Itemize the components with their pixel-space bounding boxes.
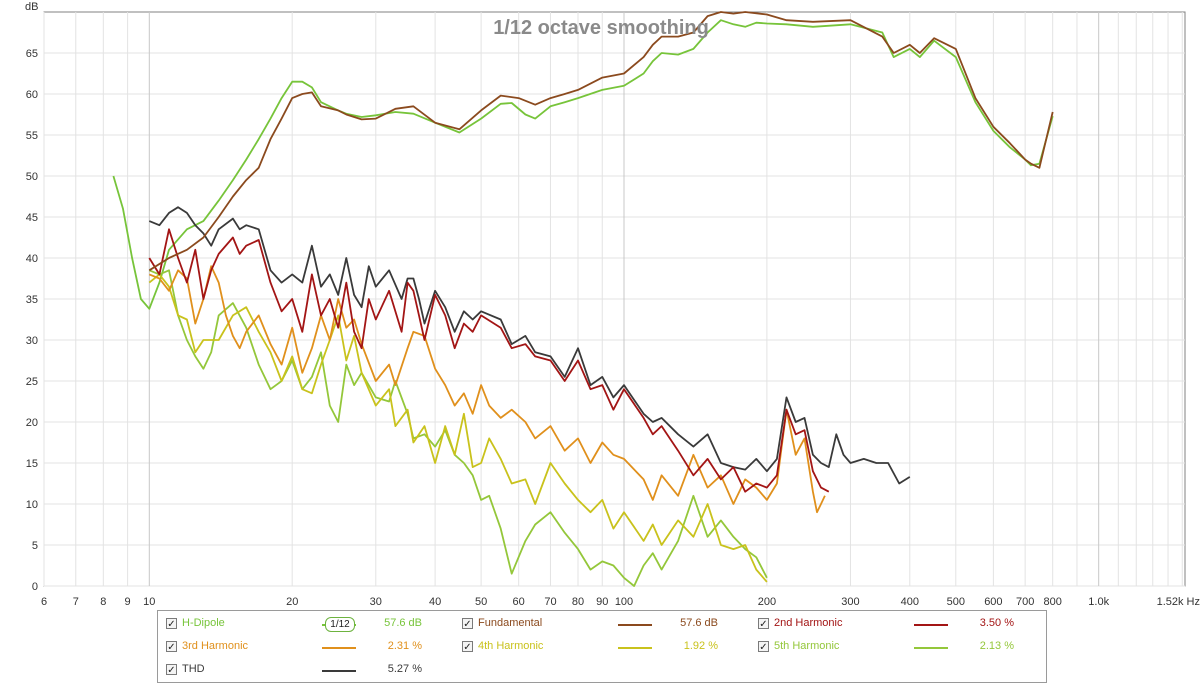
y-tick-label: 20 xyxy=(26,417,38,429)
x-tick-label: 40 xyxy=(429,596,441,608)
x-tick-label: 70 xyxy=(544,596,556,608)
series-lines xyxy=(112,11,1054,587)
chart-title: 1/12 octave smoothing xyxy=(493,17,709,39)
y-axis-label: dB xyxy=(25,1,38,13)
legend-entry-thd: ✓ THD 5.27 % xyxy=(158,661,454,681)
grid-lines xyxy=(43,12,1185,587)
y-tick-label: 0 xyxy=(32,581,38,593)
legend-row: ✓ THD 5.27 % xyxy=(158,661,1046,681)
legend-panel: ✓ H-Dipole 1/12 57.6 dB ✓ Fundamental 57.6 dB ✓… xyxy=(157,610,1047,683)
legend-name: 5th Harmonic xyxy=(774,640,840,652)
y-tick-label: 5 xyxy=(32,540,38,552)
legend-entry-2nd-harmonic: ✓ 2nd Harmonic 3.50 % xyxy=(750,615,1046,635)
legend-value: 2.31 % xyxy=(387,640,422,652)
x-tick-label: 50 xyxy=(475,596,487,608)
y-tick-label: 50 xyxy=(26,171,38,183)
legend-row: ✓ 3rd Harmonic 2.31 % ✓ 4th Harmonic 1.92 % ✓ 5… xyxy=(158,638,1046,658)
x-tick-label: 300 xyxy=(841,596,859,608)
legend-entry-4th-harmonic: ✓ 4th Harmonic 1.92 % xyxy=(454,638,750,658)
legend-checkbox-5th-harmonic[interactable]: ✓ xyxy=(758,641,769,653)
legend-checkbox-h-dipole[interactable]: ✓ xyxy=(166,618,177,630)
y-tick-label: 30 xyxy=(26,335,38,347)
x-tick-label: 20 xyxy=(286,596,298,608)
legend-checkbox-fundamental[interactable]: ✓ xyxy=(462,618,473,630)
series-line-4th-harmonic xyxy=(148,273,768,583)
legend-swatch xyxy=(322,670,356,672)
legend-entry-3rd-harmonic: ✓ 3rd Harmonic 2.31 % xyxy=(158,638,454,658)
x-tick-label: 600 xyxy=(984,596,1002,608)
x-tick-label: 60 xyxy=(513,596,525,608)
legend-entry-fundamental: ✓ Fundamental 57.6 dB xyxy=(454,615,750,635)
y-tick-label: 55 xyxy=(26,130,38,142)
frequency-response-chart: 0 5 10 15 20 25 30 35 40 45 50 55 60 65 6 7 8 9 10 20 30 40 50… xyxy=(25,1,1200,608)
legend-name: 2nd Harmonic xyxy=(774,617,843,629)
legend-name: THD xyxy=(182,663,205,675)
legend-swatch xyxy=(914,647,948,649)
series-line-thd xyxy=(148,206,911,485)
legend-checkbox-thd[interactable]: ✓ xyxy=(166,664,177,676)
x-tick-label: 8 xyxy=(100,596,106,608)
y-tick-label: 25 xyxy=(26,376,38,388)
x-tick-label: 1.52k Hz xyxy=(1157,596,1200,608)
legend-value: 1.92 % xyxy=(683,640,718,652)
legend-checkbox-2nd-harmonic[interactable]: ✓ xyxy=(758,618,769,630)
legend-row: ✓ H-Dipole 1/12 57.6 dB ✓ Fundamental 57.6 dB ✓… xyxy=(158,615,1046,635)
smoothing-badge[interactable]: 1/12 xyxy=(325,617,355,632)
legend-name: 3rd Harmonic xyxy=(182,640,249,652)
x-tick-label: 30 xyxy=(370,596,382,608)
legend-entry-5th-harmonic: ✓ 5th Harmonic 2.13 % xyxy=(750,638,1046,658)
legend-value: 3.50 % xyxy=(979,617,1014,629)
tick-labels: 0 5 10 15 20 25 30 35 40 45 50 55 60 65 6 7 8 9 10 20 30 40 50… xyxy=(26,48,1200,608)
series-line-2nd-harmonic xyxy=(148,228,830,493)
x-tick-label: 80 xyxy=(572,596,584,608)
y-tick-label: 35 xyxy=(26,294,38,306)
legend-checkbox-4th-harmonic[interactable]: ✓ xyxy=(462,641,473,653)
x-tick-label: 800 xyxy=(1043,596,1061,608)
legend-name: H-Dipole xyxy=(182,617,225,629)
legend-name: 4th Harmonic xyxy=(478,640,544,652)
x-tick-label: 200 xyxy=(758,596,776,608)
legend-swatch xyxy=(618,624,652,626)
legend-value: 5.27 % xyxy=(387,663,422,675)
legend-value: 57.6 dB xyxy=(680,617,718,629)
y-tick-label: 45 xyxy=(26,212,38,224)
x-tick-label: 500 xyxy=(947,596,965,608)
x-tick-label: 7 xyxy=(73,596,79,608)
y-tick-label: 10 xyxy=(26,499,38,511)
legend-value: 2.13 % xyxy=(979,640,1014,652)
y-tick-label: 60 xyxy=(26,89,38,101)
x-tick-label: 90 xyxy=(596,596,608,608)
legend-value: 57.6 dB xyxy=(384,617,422,629)
y-tick-label: 40 xyxy=(26,253,38,265)
legend-swatch xyxy=(914,624,948,626)
y-tick-label: 15 xyxy=(26,458,38,470)
series-line-3rd-harmonic xyxy=(148,265,826,514)
x-tick-label: 700 xyxy=(1016,596,1034,608)
series-line-h-dipole xyxy=(112,19,1054,310)
legend-swatch xyxy=(322,647,356,649)
x-tick-label: 6 xyxy=(41,596,47,608)
legend-checkbox-3rd-harmonic[interactable]: ✓ xyxy=(166,641,177,653)
x-tick-label: 9 xyxy=(125,596,131,608)
series-line-fundamental xyxy=(148,11,1054,272)
series-line-5th-harmonic xyxy=(148,269,768,587)
x-tick-label: 400 xyxy=(901,596,919,608)
x-tick-label: 10 xyxy=(143,596,155,608)
x-tick-label: 1.0k xyxy=(1088,596,1109,608)
legend-swatch xyxy=(618,647,652,649)
legend-name: Fundamental xyxy=(478,617,543,629)
y-tick-label: 65 xyxy=(26,48,38,60)
x-tick-label: 100 xyxy=(615,596,633,608)
legend-entry-h-dipole: ✓ H-Dipole 1/12 57.6 dB xyxy=(158,615,454,635)
